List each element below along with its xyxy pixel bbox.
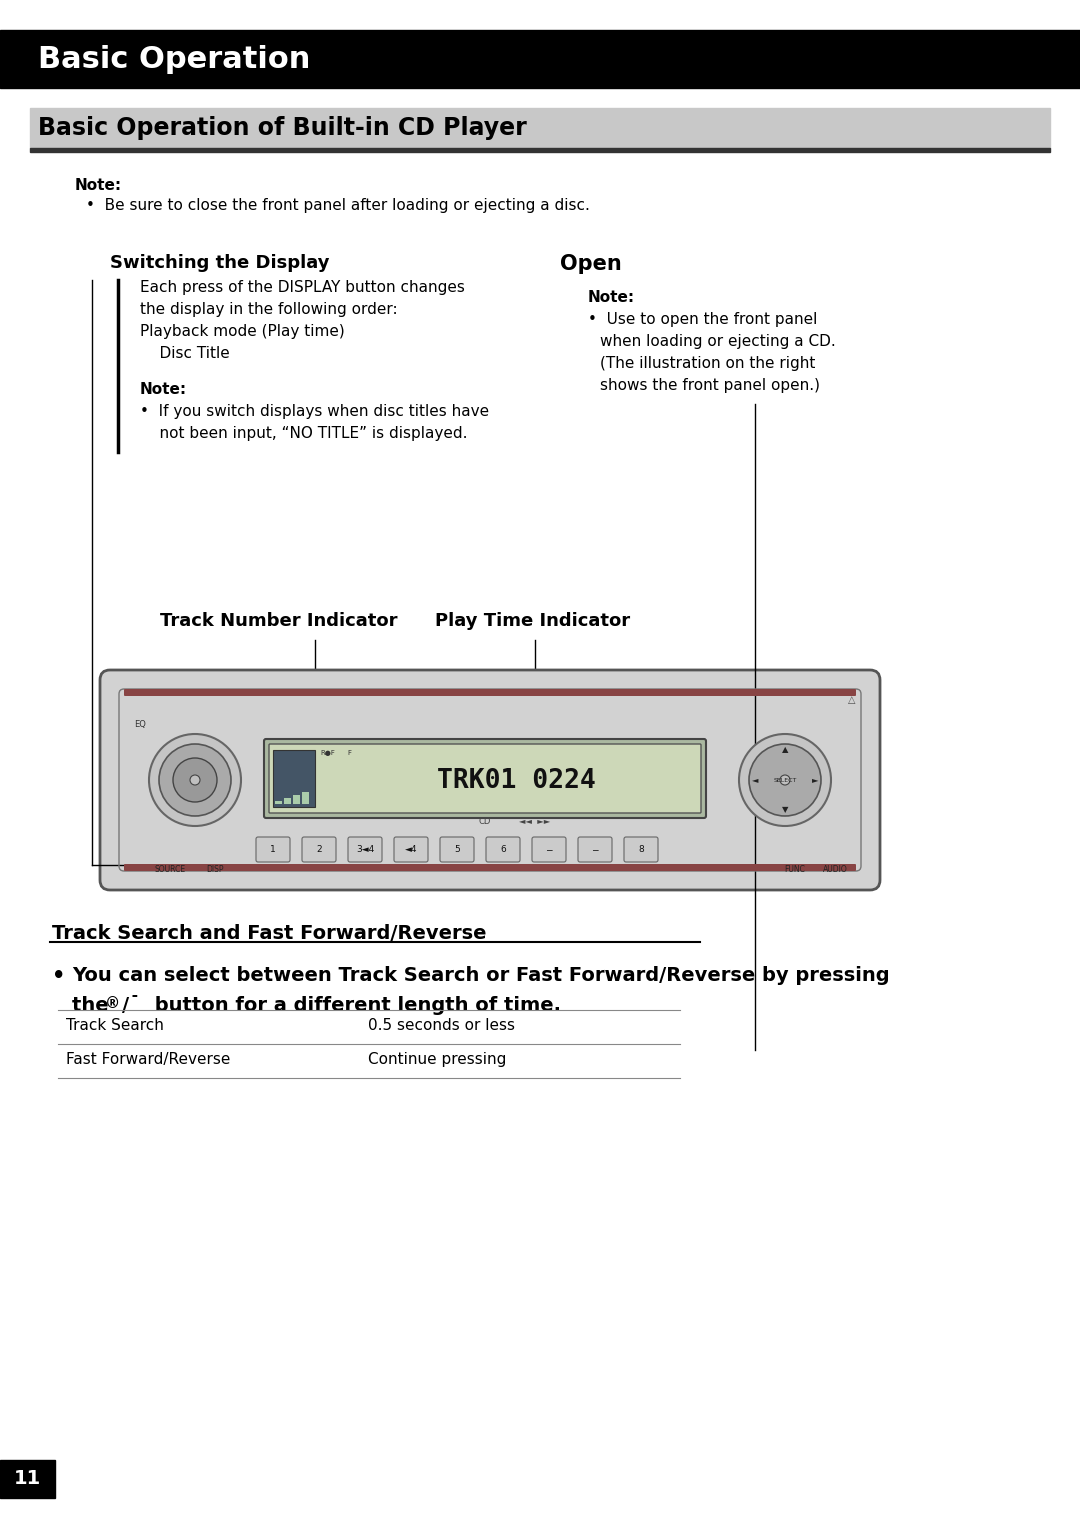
Text: You can select between Track Search or Fast Forward/Reverse by pressing: You can select between Track Search or F… [72, 966, 890, 986]
Text: Track Search and Fast Forward/Reverse: Track Search and Fast Forward/Reverse [52, 924, 486, 943]
Text: Fast Forward/Reverse: Fast Forward/Reverse [66, 1052, 230, 1067]
Text: SOURCE: SOURCE [154, 865, 186, 874]
Circle shape [750, 744, 821, 816]
Text: the display in the following order:: the display in the following order: [140, 302, 397, 317]
Text: 0.5 seconds or less: 0.5 seconds or less [368, 1018, 515, 1033]
FancyBboxPatch shape [269, 744, 701, 812]
Text: not been input, “NO TITLE” is displayed.: not been input, “NO TITLE” is displayed. [140, 426, 468, 442]
Text: Note:: Note: [140, 382, 187, 397]
Text: Continue pressing: Continue pressing [368, 1052, 507, 1067]
Text: ▼: ▼ [782, 805, 788, 814]
Circle shape [739, 734, 831, 826]
FancyBboxPatch shape [302, 837, 336, 862]
Text: ▲: ▲ [782, 745, 788, 754]
Text: 11: 11 [13, 1470, 41, 1489]
Text: •  If you switch displays when disc titles have: • If you switch displays when disc title… [140, 405, 489, 419]
Text: Play Time Indicator: Play Time Indicator [435, 612, 630, 630]
Bar [275, 802, 282, 803]
Bar [0, 1459, 55, 1498]
Text: shows the front panel open.): shows the front panel open.) [600, 379, 820, 392]
Text: FUNC: FUNC [784, 865, 806, 874]
Text: Track Number Indicator: Track Number Indicator [160, 612, 397, 630]
Text: Switching the Display: Switching the Display [110, 254, 329, 271]
Text: EQ: EQ [134, 721, 146, 730]
Text: ◄: ◄ [752, 776, 758, 785]
Text: ®: ® [105, 996, 120, 1010]
Bar [293, 796, 300, 803]
Text: 1: 1 [270, 846, 275, 854]
FancyBboxPatch shape [394, 837, 428, 862]
Text: ►: ► [812, 776, 819, 785]
Text: 5: 5 [454, 846, 460, 854]
FancyBboxPatch shape [264, 739, 706, 819]
Circle shape [780, 776, 789, 785]
Bar [302, 793, 309, 803]
Text: Disc Title: Disc Title [140, 346, 230, 360]
Bar [273, 750, 315, 806]
Text: ¯: ¯ [131, 996, 138, 1010]
FancyBboxPatch shape [124, 865, 856, 871]
FancyBboxPatch shape [624, 837, 658, 862]
Text: the: the [72, 996, 116, 1015]
Text: /: / [122, 996, 130, 1015]
Text: (The illustration on the right: (The illustration on the right [600, 356, 815, 371]
Text: Note:: Note: [75, 178, 122, 193]
Text: F: F [347, 750, 351, 756]
Text: Each press of the DISPLAY button changes: Each press of the DISPLAY button changes [140, 281, 464, 294]
Text: 3◄4: 3◄4 [356, 846, 374, 854]
Text: •  Be sure to close the front panel after loading or ejecting a disc.: • Be sure to close the front panel after… [86, 198, 590, 213]
Text: 6: 6 [500, 846, 505, 854]
Circle shape [159, 744, 231, 816]
FancyBboxPatch shape [440, 837, 474, 862]
Text: Track Search: Track Search [66, 1018, 164, 1033]
Text: ◄◄  ►►: ◄◄ ►► [519, 817, 551, 826]
Text: SELECT: SELECT [773, 777, 797, 782]
Bar [30, 107, 1050, 149]
Text: 8: 8 [638, 846, 644, 854]
FancyBboxPatch shape [100, 670, 880, 891]
Text: Basic Operation of Built-in CD Player: Basic Operation of Built-in CD Player [38, 117, 527, 140]
Text: −: − [545, 846, 553, 854]
FancyBboxPatch shape [532, 837, 566, 862]
FancyBboxPatch shape [486, 837, 519, 862]
FancyBboxPatch shape [124, 688, 856, 696]
Text: DISP: DISP [206, 865, 224, 874]
FancyBboxPatch shape [256, 837, 291, 862]
Text: Playback mode (Play time): Playback mode (Play time) [140, 323, 345, 339]
Bar [30, 149, 1050, 152]
Text: when loading or ejecting a CD.: when loading or ejecting a CD. [600, 334, 836, 350]
Text: Note:: Note: [588, 290, 635, 305]
Text: CD: CD [478, 817, 491, 826]
Text: •  Use to open the front panel: • Use to open the front panel [588, 313, 818, 327]
Text: TRK01 0224: TRK01 0224 [436, 768, 595, 794]
Bar [0, 31, 1080, 87]
FancyBboxPatch shape [348, 837, 382, 862]
Text: ◄4: ◄4 [405, 846, 417, 854]
Text: AUDIO: AUDIO [823, 865, 848, 874]
Text: Open: Open [561, 254, 622, 274]
Circle shape [149, 734, 241, 826]
Circle shape [173, 757, 217, 802]
Text: −: − [591, 846, 598, 854]
Text: •: • [52, 966, 66, 986]
Text: Basic Operation: Basic Operation [38, 44, 310, 74]
Bar [284, 799, 291, 803]
Text: △: △ [848, 694, 855, 705]
Circle shape [190, 776, 200, 785]
FancyBboxPatch shape [578, 837, 612, 862]
Text: 2: 2 [316, 846, 322, 854]
Text: R●F: R●F [320, 750, 335, 756]
Text: button for a different length of time.: button for a different length of time. [148, 996, 561, 1015]
